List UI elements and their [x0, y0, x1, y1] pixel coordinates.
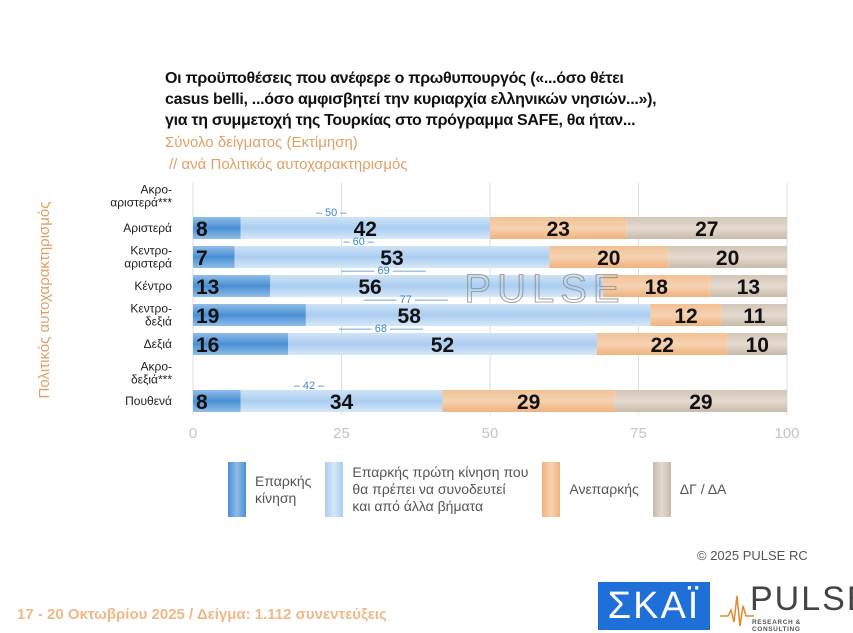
copyright: © 2025 PULSE RC [697, 548, 808, 563]
data-label: 8 [196, 391, 208, 414]
legend-label: Επαρκής πρώτη κίνηση που θα πρέπει να συ… [352, 464, 529, 514]
data-label: 23 [547, 218, 570, 241]
bar-segment [193, 390, 241, 412]
bar-segment [442, 390, 615, 412]
bar-segment [193, 275, 271, 297]
data-label: 29 [689, 391, 712, 414]
category-label: Αριστερά [123, 221, 172, 235]
category-label: αριστερά [124, 257, 172, 271]
pulse-watermark: PULSE [464, 267, 625, 311]
x-tick-label: 75 [630, 425, 647, 442]
legend-item-first-step: Επαρκής πρώτη κίνηση που θα πρέπει να συ… [325, 462, 528, 517]
category-label: Κεντρο- [130, 244, 172, 258]
legend-label: Ανεπαρκής [569, 481, 639, 497]
data-label: 10 [746, 334, 769, 357]
bar-segment [193, 304, 306, 326]
bar-segment [626, 217, 787, 239]
bar-segment [668, 246, 787, 268]
pulse-wave-icon [720, 595, 754, 627]
bar-segment [602, 275, 710, 297]
bar-segment [650, 304, 722, 326]
category-label: Κέντρο [134, 279, 172, 293]
bar-segment [240, 217, 490, 239]
data-label: 13 [737, 276, 760, 299]
bar-segment [288, 333, 597, 355]
adequate-total-label: – 50 – [316, 207, 347, 219]
bar-segment [193, 217, 241, 239]
chart-subtitle-breakdown: // ανά Πολιτικός αυτοχαρακτηρισμός [169, 156, 408, 173]
pulse-logo-text: PULSE [750, 580, 853, 618]
data-label: 42 [354, 218, 377, 241]
legend-swatch-dk [652, 462, 671, 517]
bar-segment [240, 390, 443, 412]
category-label: δεξιά [145, 315, 172, 329]
bar-segment [614, 390, 787, 412]
x-tick-label: 100 [774, 425, 799, 442]
data-label: 27 [695, 218, 718, 241]
legend-label: Επαρκής κίνηση [255, 472, 312, 506]
adequate-total-label: – 60 – [343, 236, 374, 248]
chart-legend: Επαρκής κίνηση Επαρκής πρώτη κίνηση που … [228, 462, 740, 517]
bar-segment [193, 246, 235, 268]
chart-subtitle: Σύνολο δείγματος (Εκτίμηση) [165, 134, 358, 151]
survey-footer: 17 - 20 Οκτωβρίου 2025 / Δείγμα: 1.112 σ… [17, 606, 387, 623]
bar-segment [709, 275, 787, 297]
data-label: 20 [716, 247, 739, 270]
data-label: 22 [651, 334, 674, 357]
adequate-total-label: ——— 68 ——— [339, 323, 423, 335]
bar-segment [305, 304, 651, 326]
adequate-total-label: – 42 – [294, 380, 325, 392]
skai-logo: ΣΚΑΪ [598, 582, 710, 630]
category-label: Δεξιά [144, 337, 172, 351]
data-label: 16 [196, 334, 219, 357]
category-label: αριστερά*** [110, 196, 172, 210]
data-label: 18 [645, 276, 669, 299]
data-label: 12 [674, 305, 697, 328]
data-label: 58 [398, 305, 422, 328]
data-label: 20 [597, 247, 620, 270]
legend-swatch-adequate [228, 462, 246, 517]
bar-segment [193, 333, 289, 355]
chart-title: Οι προϋποθέσεις που ανέφερε ο πρωθυπουργ… [165, 68, 805, 131]
data-label: 56 [358, 276, 381, 299]
category-label: Πουθενά [125, 394, 172, 408]
data-label: 53 [380, 247, 403, 270]
stacked-bar-chart: PULSE 8 42 23 27 – 50 – 7 53 20 20 – 60 – 13 56 18 13… [110, 183, 799, 443]
category-label: Κεντρο- [130, 302, 172, 316]
bar-segment [490, 217, 627, 239]
adequate-total-label: ——— 77 ——— [364, 294, 448, 306]
x-tick-label: 25 [333, 425, 350, 442]
data-label: 11 [743, 305, 766, 328]
category-label: Ακρο- [141, 360, 173, 374]
data-label: 34 [330, 391, 354, 414]
data-label: 8 [196, 218, 208, 241]
bar-segment [234, 246, 550, 268]
title-line: Οι προϋποθέσεις που ανέφερε ο πρωθυπουργ… [165, 70, 624, 87]
bar-segment [549, 246, 669, 268]
category-label: Ακρο- [141, 183, 173, 197]
pulse-logo-subtext: RESEARCH & CONSULTING [752, 619, 801, 633]
legend-label: ΔΓ / ΔΑ [679, 481, 727, 497]
data-label: 29 [517, 391, 540, 414]
data-label: 13 [196, 276, 219, 299]
bar-segment [727, 333, 787, 355]
bar-segment [596, 333, 728, 355]
legend-item-dk: ΔΓ / ΔΑ [652, 462, 727, 517]
legend-item-adequate: Επαρκής κίνηση [228, 462, 311, 517]
title-line: casus belli, ...όσο αμφισβητεί την κυρια… [165, 91, 657, 108]
data-label: 52 [431, 334, 454, 357]
legend-item-inadequate: Ανεπαρκής [542, 462, 639, 517]
category-label: δεξιά*** [131, 373, 172, 387]
title-line: για τη συμμετοχή της Τουρκίας στο πρόγρα… [165, 112, 636, 129]
adequate-total-label: ——— 69 ——— [341, 265, 425, 277]
x-tick-label: 0 [189, 425, 197, 442]
legend-swatch-inadequate [542, 462, 561, 517]
bar-segment [270, 275, 603, 297]
legend-swatch-first-step [325, 462, 344, 517]
data-label: 19 [196, 305, 219, 328]
x-tick-label: 50 [482, 425, 499, 442]
pulse-logo: PULSE RESEARCH & CONSULTING [720, 580, 853, 633]
data-label: 7 [196, 247, 208, 270]
bar-segment [721, 304, 787, 326]
